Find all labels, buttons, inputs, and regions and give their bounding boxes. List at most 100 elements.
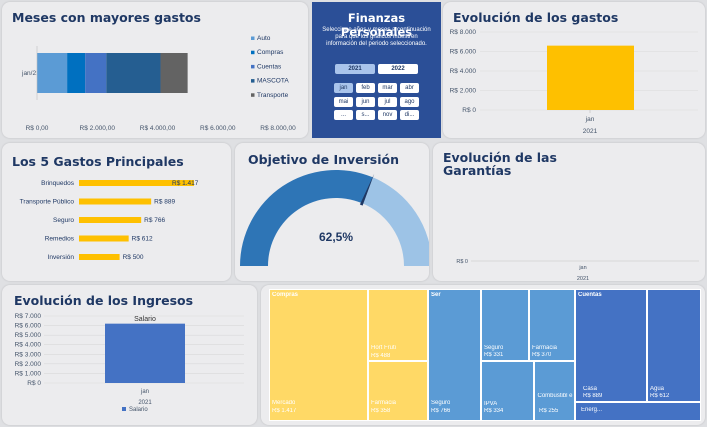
value-label: R$ 1.417 xyxy=(172,180,199,187)
x-tick: R$ 2.000,00 xyxy=(80,125,116,132)
bar xyxy=(79,235,129,242)
top5-title: Los 5 Gastos Principales xyxy=(12,154,184,169)
month-button-4[interactable]: mai xyxy=(334,96,353,107)
bar xyxy=(79,198,152,205)
legend-label: Salario xyxy=(129,407,148,413)
y-tick: R$ 2.000 xyxy=(450,88,477,95)
tm-comb-label: Combustibl e xyxy=(537,393,573,399)
tm-compras-hort xyxy=(368,289,428,361)
tm-cuentas-agua xyxy=(647,289,701,402)
tm-ser-title: Ser xyxy=(431,292,441,298)
guarantees-card: Evolución de las Garantías R$ 0 jan 2021 xyxy=(433,143,705,281)
year-button-2022[interactable]: 2022 xyxy=(378,64,418,74)
income-card: Evolución de los Ingresos R$ 7.000 R$ 6.0… xyxy=(2,285,257,425)
gauge-needle xyxy=(359,173,375,206)
bar xyxy=(79,217,142,223)
tm-ser-seguro xyxy=(428,289,481,421)
tm-seguro-label: Seguro xyxy=(431,400,451,406)
y-tick: R$ 3.000 xyxy=(15,351,42,358)
gauge-card: Objetivo de Inversión 62,5% xyxy=(235,143,429,281)
y-tick: R$ 2.000 xyxy=(15,361,42,368)
bar xyxy=(79,180,194,186)
top-months-chart: jan/21 R$ 0,00 R$ 2.000,00 R$ 4.000,00 R$ 6… xyxy=(21,35,296,132)
stack-segment-cuentas xyxy=(85,53,107,93)
tm-farm-label: Farmacia xyxy=(371,400,397,406)
tm-mercado-value: R$ 1.417 xyxy=(272,408,297,414)
tm-ser-farm-value: R$ 370 xyxy=(532,352,552,358)
legend-label: MASCOTA xyxy=(257,78,289,85)
tm-agua-value: R$ 612 xyxy=(650,393,670,399)
legend-label: Compras xyxy=(257,49,284,56)
value-label: R$ 612 xyxy=(132,236,153,243)
x-tick: R$ 8.000,00 xyxy=(260,125,296,132)
month-button-2[interactable]: mar xyxy=(378,83,397,93)
category-label: Remedios xyxy=(45,236,75,243)
value-label: R$ 889 xyxy=(154,199,175,206)
top5-card: Los 5 Gastos Principales Brinquedos R$ 1.… xyxy=(2,143,231,281)
year-button-2021[interactable]: 2021 xyxy=(335,64,375,74)
category-label: Transporte Público xyxy=(20,199,75,206)
month-button-8[interactable]: ... xyxy=(334,110,353,120)
x-label: jan xyxy=(578,265,586,271)
legend-label: Transporte xyxy=(257,92,289,99)
month-button-3[interactable]: abr xyxy=(400,83,419,93)
tm-compras-farm xyxy=(368,361,428,421)
legend-label: Cuentas xyxy=(257,63,282,70)
tm-cuentas-energ xyxy=(575,402,701,421)
tm-ser-farm-label: Farmacia xyxy=(532,345,558,351)
y-tick: R$ 7.000 xyxy=(15,313,42,320)
tm-casa-label: Casa xyxy=(583,386,598,392)
treemap-card: Compras Mercado R$ 1.417 Hort Fruti R$ 4… xyxy=(261,285,705,425)
stack-segment-transporte xyxy=(160,53,188,93)
category-label: jan/21 xyxy=(21,70,40,77)
tm-comb-value: R$ 255 xyxy=(539,408,559,414)
gauge-value: 62,5% xyxy=(319,230,353,244)
legend-label: Auto xyxy=(257,35,271,42)
month-button-1[interactable]: feb xyxy=(356,83,375,93)
y-tick: R$ 4.000 xyxy=(450,68,477,75)
month-button-11[interactable]: di... xyxy=(400,110,419,120)
tm-ipva-value: R$ 334 xyxy=(484,408,504,414)
y-tick: R$ 1.000 xyxy=(15,370,42,377)
x-label: jan xyxy=(140,389,149,395)
finance-title: Finanzas Personales xyxy=(340,11,413,39)
tm-seguro-value: R$ 766 xyxy=(431,408,451,414)
month-button-10[interactable]: nov xyxy=(378,110,397,120)
month-button-0[interactable]: jan xyxy=(334,83,353,93)
y-tick: R$ 8.000 xyxy=(450,29,477,36)
y-tick: R$ 0 xyxy=(462,107,476,114)
x-group-label: 2021 xyxy=(583,128,598,135)
legend-swatch xyxy=(251,93,255,97)
legend-swatch xyxy=(251,36,255,40)
tm-ser-farm xyxy=(529,289,575,361)
tm-compras-mercado xyxy=(269,289,368,421)
category-label: Inversión xyxy=(48,254,75,261)
x-tick: R$ 4.000,00 xyxy=(140,125,176,132)
top-months-card: Meses con mayores gastos jan/21 R$ 0,00 R… xyxy=(2,2,308,138)
y-tick: R$ 0 xyxy=(27,380,41,387)
y-tick: R$ 6.000 xyxy=(15,323,42,330)
tm-ipva-label: IPVA xyxy=(484,401,498,407)
x-group-label: 2021 xyxy=(577,276,589,281)
legend-swatch xyxy=(251,79,255,83)
gauge-remaining-arc xyxy=(362,177,429,266)
tm-mercado-label: Mercado xyxy=(272,400,296,406)
tm-casa-value: R$ 889 xyxy=(583,393,603,399)
income-title: Evolución de los Ingresos xyxy=(14,293,194,308)
legend-swatch xyxy=(251,64,255,69)
month-button-6[interactable]: jul xyxy=(378,96,397,107)
month-button-7[interactable]: ago xyxy=(400,96,419,107)
month-button-9[interactable]: s... xyxy=(356,110,375,120)
bar xyxy=(79,254,120,260)
tm-compras-title: Compras xyxy=(272,292,299,298)
expense-evolution-chart: R$ 8.000 R$ 6.000 R$ 4.000 R$ 2.000 R$ 0 jan… xyxy=(450,29,698,135)
month-button-5[interactable]: jun xyxy=(356,96,375,107)
tm-energ-label: Energ... xyxy=(581,407,603,413)
top5-chart: Brinquedos R$ 1.417 Transporte Público R$ 8… xyxy=(20,180,199,261)
gauge-fill-arc xyxy=(240,170,373,266)
top-months-title: Meses con mayores gastos xyxy=(12,10,201,25)
tm-ser-ipva xyxy=(481,361,534,421)
expense-evolution-title: Evolución de los gastos xyxy=(453,10,619,25)
income-bar xyxy=(105,323,185,383)
tm-hort-label: Hort Fruti xyxy=(371,345,397,351)
